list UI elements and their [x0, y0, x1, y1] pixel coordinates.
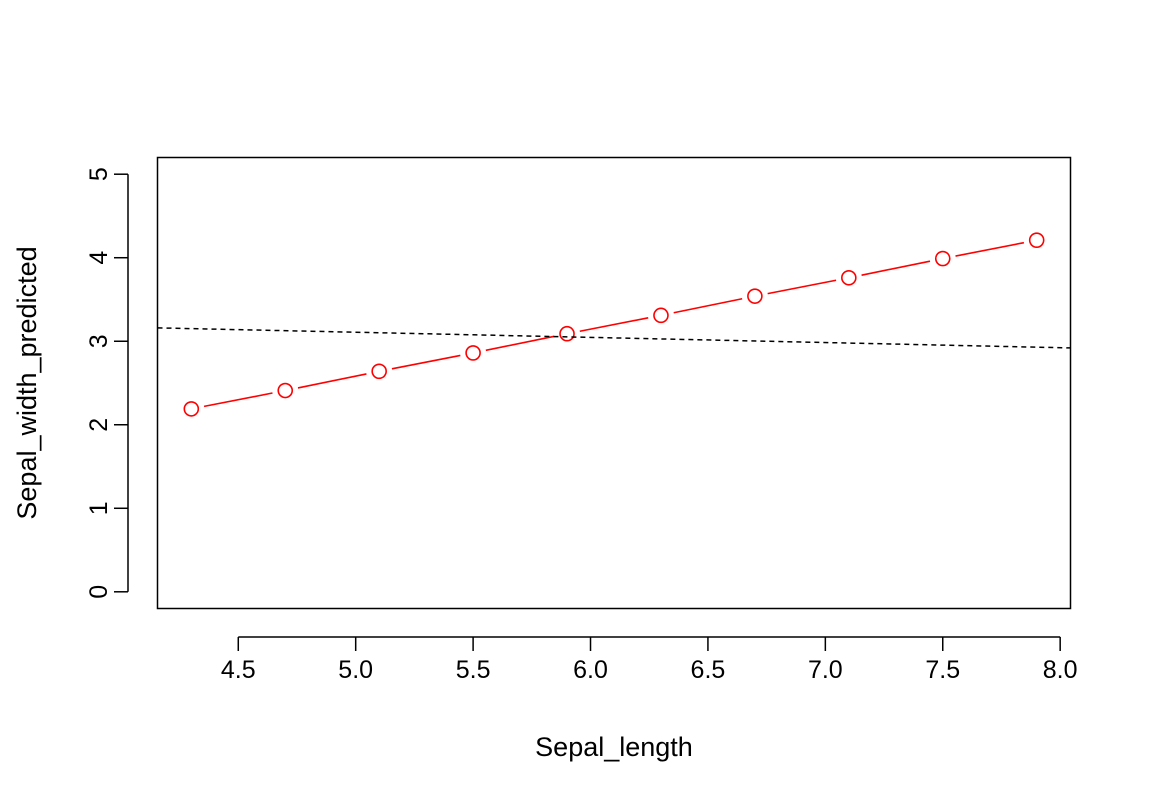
y-tick-label: 0 — [85, 585, 113, 599]
x-tick-label: 5.5 — [456, 656, 491, 684]
y-tick-label: 5 — [85, 167, 113, 181]
x-tick-label: 7.5 — [925, 656, 960, 684]
data-point-marker — [747, 288, 763, 304]
y-axis-title: Sepal_width_predicted — [12, 246, 42, 519]
data-point-marker — [183, 401, 200, 417]
data-point-marker — [465, 345, 481, 361]
series-line-segment — [767, 279, 837, 295]
y-axis: 0 1 2 3 4 5 — [85, 167, 129, 599]
x-tick-label: 7.0 — [808, 656, 843, 684]
x-tick-label: 6.0 — [573, 656, 608, 684]
data-point-marker — [277, 382, 294, 399]
series-line-segment — [391, 354, 461, 370]
series-line-segment — [955, 241, 1025, 257]
x-axis-title: Sepal_length — [535, 732, 693, 762]
dashed-reference-line — [157, 327, 1071, 349]
series-line-segment — [579, 317, 649, 333]
data-point-marker — [1028, 232, 1045, 248]
y-tick-label: 4 — [85, 251, 113, 265]
data-point-marker — [559, 325, 575, 342]
series-line-segment — [297, 373, 367, 389]
data-point-marker — [934, 250, 951, 267]
x-tick-label: 8.0 — [1043, 656, 1078, 684]
plot-frame — [156, 156, 1072, 610]
series-layer — [157, 232, 1071, 417]
series-line-segment — [485, 335, 555, 352]
series-line-segment — [861, 260, 931, 276]
series-line-segment — [673, 297, 743, 314]
x-tick-label: 5.0 — [338, 656, 373, 684]
y-tick-label: 3 — [85, 334, 113, 348]
y-tick-label: 1 — [85, 501, 113, 515]
data-point-marker — [371, 363, 387, 380]
x-tick-label: 4.5 — [221, 656, 256, 684]
x-axis: 4.5 5.0 5.5 6.0 6.5 7.0 7.5 8.0 — [221, 636, 1078, 684]
data-point-marker — [841, 269, 857, 286]
y-tick-label: 2 — [85, 418, 113, 432]
data-point-marker — [653, 307, 669, 324]
x-tick-label: 6.5 — [691, 656, 726, 684]
series-line-segment — [203, 392, 273, 408]
